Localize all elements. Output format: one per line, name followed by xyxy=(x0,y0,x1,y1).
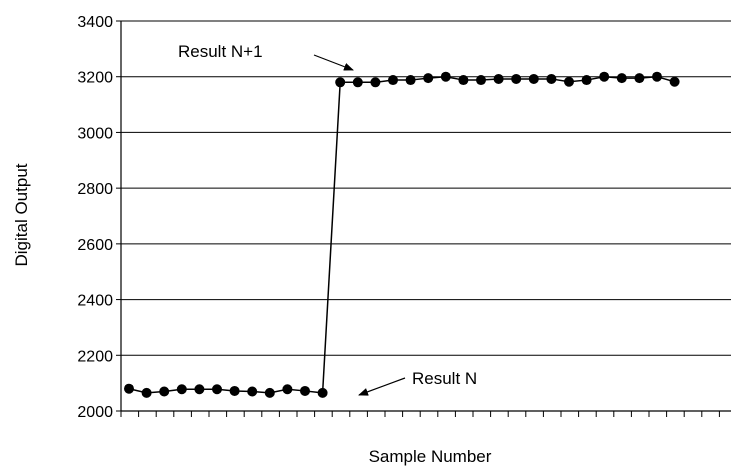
data-points xyxy=(124,71,680,398)
data-point xyxy=(282,384,293,395)
annotation-arrow-result-n-plus-1 xyxy=(313,54,354,71)
data-point xyxy=(458,75,469,86)
data-point xyxy=(194,384,205,395)
data-point xyxy=(616,73,627,84)
data-point xyxy=(440,71,451,82)
y-tick-label: 2200 xyxy=(77,348,113,365)
series-line xyxy=(128,75,675,394)
y-tick-label: 2400 xyxy=(77,293,113,310)
gridlines xyxy=(121,20,731,356)
data-point xyxy=(546,73,557,84)
annotation-arrow-result-n xyxy=(358,377,406,396)
y-tick-label: 2000 xyxy=(77,404,113,421)
data-point xyxy=(141,387,152,398)
annotation-result-n-plus-1: Result N+1 xyxy=(178,42,263,61)
y-tick-label: 2800 xyxy=(77,181,113,198)
x-axis-title: Sample Number xyxy=(369,447,492,466)
annotation-result-n: Result N xyxy=(412,369,477,388)
data-point xyxy=(634,73,645,84)
data-point xyxy=(317,387,328,398)
data-point xyxy=(212,384,222,395)
data-point xyxy=(159,386,170,397)
y-axis-title: Digital Output xyxy=(12,163,31,266)
y-tick-labels: 2000 2200 2400 2600 2800 3000 3200 3400 xyxy=(77,14,113,421)
data-point xyxy=(300,385,310,396)
data-point xyxy=(476,75,486,86)
data-point xyxy=(352,77,363,88)
data-point xyxy=(423,73,434,84)
annotations: Result N+1 Result N xyxy=(178,42,477,396)
data-point xyxy=(528,73,539,84)
series-path xyxy=(128,75,675,394)
data-point xyxy=(229,385,240,396)
data-point xyxy=(564,76,574,87)
data-point xyxy=(388,75,398,86)
y-tick-label: 3400 xyxy=(77,14,113,31)
data-point xyxy=(511,73,522,84)
x-tick-marks xyxy=(120,411,720,417)
data-point xyxy=(599,71,610,82)
y-tick-label: 3200 xyxy=(77,70,113,87)
data-point xyxy=(124,383,134,394)
data-point xyxy=(335,77,346,88)
data-point xyxy=(652,71,662,82)
data-point xyxy=(493,73,504,84)
y-tick-label: 2600 xyxy=(77,237,113,254)
data-point xyxy=(405,75,416,86)
data-point xyxy=(264,387,275,398)
data-point xyxy=(669,76,680,87)
data-point xyxy=(370,77,381,88)
data-point xyxy=(176,384,187,395)
axes xyxy=(116,20,731,412)
data-point xyxy=(581,75,592,86)
y-tick-label: 3000 xyxy=(77,125,113,142)
data-point xyxy=(247,386,258,397)
